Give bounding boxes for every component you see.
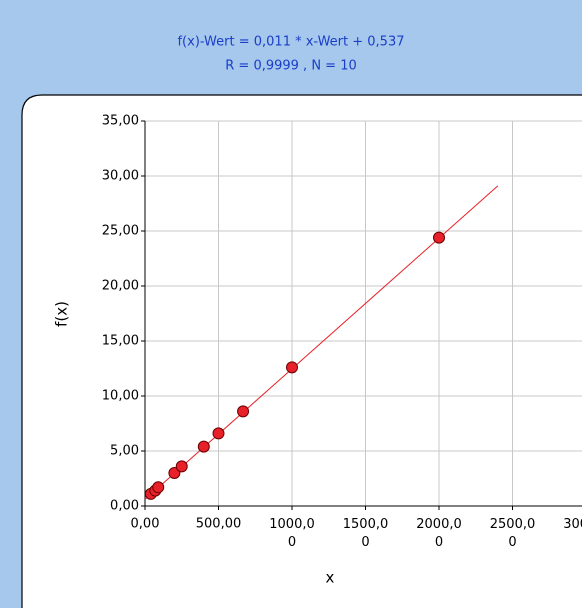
y-tick-label: 30,00 (102, 169, 139, 184)
y-tick-label: 10,00 (102, 389, 139, 404)
x-tick-label: 0,00 (131, 517, 160, 532)
x-tick-label: 2500,0 0 (490, 517, 536, 550)
equation: f(x)-Wert = 0,011 * x-Wert + 0,537 (177, 35, 404, 50)
x-tick-label: 1500,0 0 (343, 517, 389, 550)
x-tick-label: 2000,0 0 (416, 517, 462, 550)
y-tick-label: 20,00 (102, 279, 139, 294)
y-tick-label: 0,00 (110, 499, 139, 514)
y-tick-label: 25,00 (102, 224, 139, 239)
y-tick-label: 15,00 (102, 334, 139, 349)
data-point (433, 231, 445, 244)
data-point (175, 460, 188, 473)
x-tick-label: 500,00 (196, 517, 242, 532)
data-point (237, 405, 250, 418)
y-tick-label: 35,00 (102, 114, 139, 129)
data-point (152, 481, 165, 494)
x-axis-label: x (326, 569, 335, 587)
chart-panel (21, 94, 582, 608)
data-point (212, 427, 225, 440)
y-tick-label: 5,00 (110, 444, 139, 459)
stats: R = 0,9999 , N = 10 (225, 59, 357, 74)
plot: 0,00 5,00 10,00 15,00 20,00 25,00 30,00 35,00 0,… (102, 114, 582, 550)
data-point (286, 361, 298, 374)
y-axis-label: f(x) (53, 301, 71, 327)
data-point (197, 440, 210, 453)
x-tick-label: 1000,0 0 (269, 517, 315, 550)
